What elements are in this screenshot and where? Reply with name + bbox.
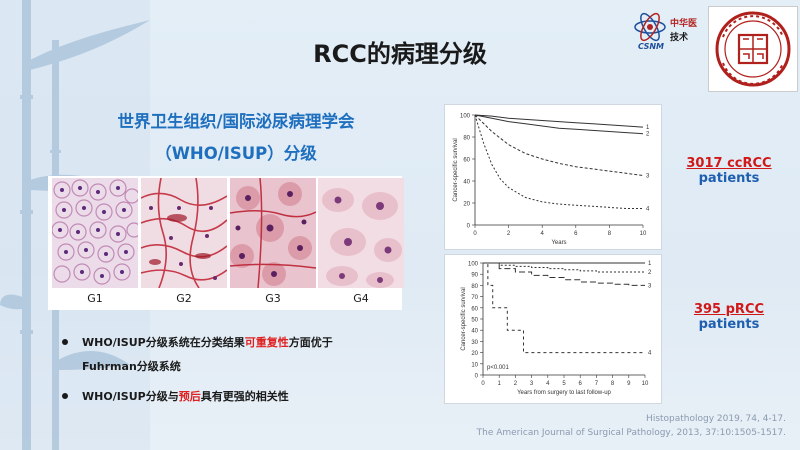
- prcc-patients-label: 395 pRCC patients: [670, 302, 788, 332]
- reference-1: Histopathology 2019, 74, 4-17.: [646, 414, 786, 424]
- y-tick-label: 40: [471, 329, 478, 335]
- series-label: 1: [648, 261, 652, 267]
- y-tick-label: 0: [467, 224, 471, 230]
- atom-icon: [634, 12, 666, 42]
- histology-image-g3: [230, 178, 316, 288]
- bullet-text-post: 具有更强的相关性: [200, 390, 289, 403]
- slide-title: RCC的病理分级: [313, 40, 487, 68]
- y-tick-label: 60: [471, 306, 478, 312]
- series-label: 4: [648, 351, 652, 357]
- series-line-4: [483, 262, 645, 354]
- y-axis-label: Cancer-specific survival: [461, 287, 467, 350]
- prcc-patients-text: patients: [698, 317, 760, 332]
- y-tick-label: 100: [468, 262, 479, 268]
- x-tick-label: 1: [498, 381, 502, 387]
- series-label: 2: [648, 270, 652, 276]
- x-tick-label: 0: [481, 381, 485, 387]
- prcc-survival-chart: 0 10 20 30 40 50 60 70 80 90 100 0 1 2 3 4 5 6 7 8 9 10 Years …: [461, 261, 652, 396]
- y-tick-label: 10: [471, 362, 478, 368]
- series-label: 3: [648, 283, 652, 289]
- grade-label-g3: G3: [265, 292, 281, 305]
- y-tick-label: 70: [471, 295, 478, 301]
- university-seal: [708, 6, 798, 92]
- series-line-3: [483, 262, 645, 286]
- series-label: 4: [646, 207, 650, 213]
- grade-label-g4: G4: [353, 292, 369, 305]
- ccrcc-patients-text: patients: [698, 171, 760, 186]
- x-tick-label: 6: [579, 381, 583, 387]
- ccrcc-survival-chart: 0 20 40 60 80 100 0 2 4 6 8 10 Years Cancer-specific …: [453, 114, 650, 247]
- y-tick-label: 20: [471, 351, 478, 357]
- y-tick-label: 100: [460, 114, 471, 120]
- x-tick-label: 10: [642, 381, 649, 387]
- histology-image-g1: [52, 178, 138, 288]
- csnm-logo: 中华医 技术 CSNM: [632, 12, 700, 54]
- grade-label-g1: G1: [87, 292, 103, 305]
- x-tick-label: 8: [608, 231, 612, 237]
- x-axis-label: Years: [551, 240, 566, 246]
- bullet-highlight: 可重复性: [244, 336, 289, 349]
- series-line-2: [474, 114, 644, 135]
- csnm-acronym: CSNM: [638, 42, 665, 51]
- reference-2: The American Journal of Surgical Patholo…: [476, 428, 786, 438]
- bullet-dot: [62, 393, 68, 399]
- ccrcc-count: 3017 ccRCC: [686, 156, 772, 171]
- y-tick-label: 30: [471, 340, 478, 346]
- y-tick-label: 20: [463, 202, 470, 208]
- series-label: 2: [646, 132, 650, 138]
- p-value-annotation: p<0.001: [487, 365, 510, 371]
- y-tick-label: 80: [463, 136, 470, 142]
- x-tick-label: 4: [546, 381, 550, 387]
- x-tick-label: 3: [530, 381, 534, 387]
- series-line-2: [483, 262, 645, 273]
- x-tick-label: 7: [595, 381, 599, 387]
- bullet-text-pre: WHO/ISUP分级与: [82, 390, 179, 403]
- x-tick-label: 0: [473, 231, 477, 237]
- series-label: 1: [646, 125, 650, 131]
- prcc-survival-chart-frame: 0 10 20 30 40 50 60 70 80 90 100 0 1 2 3 4 5 6 7 8 9 10 Years …: [444, 254, 662, 404]
- y-tick-label: 40: [463, 180, 470, 186]
- x-tick-label: 5: [562, 381, 566, 387]
- y-tick-label: 60: [463, 158, 470, 164]
- series-line-4: [474, 114, 643, 209]
- y-tick-label: 80: [471, 284, 478, 290]
- x-tick-label: 6: [574, 231, 578, 237]
- y-tick-label: 0: [475, 374, 479, 380]
- y-tick-label: 50: [471, 318, 478, 324]
- prcc-count: 395 pRCC: [693, 302, 765, 317]
- bullet-highlight: 预后: [178, 390, 201, 403]
- histology-image-g2: [141, 178, 227, 288]
- histology-image-g4: [318, 178, 404, 288]
- ccrcc-survival-chart-frame: 0 20 40 60 80 100 0 2 4 6 8 10 Years Cancer-specific …: [444, 104, 662, 250]
- who-isup-heading-line1: 世界卫生组织/国际泌尿病理学会: [117, 112, 355, 131]
- x-tick-label: 4: [541, 231, 545, 237]
- bullet-text-post: 方面优于: [288, 336, 333, 349]
- bullet-text-pre: WHO/ISUP分级系统在分类结果: [82, 336, 245, 349]
- grade-label-g2: G2: [176, 292, 192, 305]
- csnm-org-name: 中华医: [670, 19, 698, 29]
- bullet-dot: [62, 339, 68, 345]
- bullet-text-line2: Fuhrman分级系统: [82, 360, 181, 373]
- x-tick-label: 8: [611, 381, 615, 387]
- series-label: 3: [646, 174, 650, 180]
- series-line-1: [474, 114, 644, 128]
- series-line-3: [474, 114, 644, 176]
- ccrcc-patients-label: 3017 ccRCC patients: [670, 156, 788, 186]
- x-tick-label: 2: [507, 231, 511, 237]
- y-tick-label: 90: [471, 273, 478, 279]
- csnm-org-subname: 技术: [670, 33, 689, 43]
- x-tick-label: 10: [640, 231, 647, 237]
- y-axis-label: Cancer-specific survival: [453, 138, 459, 201]
- x-tick-label: 9: [627, 381, 631, 387]
- x-axis-label: Years from surgery to last follow-up: [517, 390, 611, 396]
- who-isup-heading-line2: （WHO/ISUP）分级: [155, 144, 317, 163]
- x-tick-label: 2: [514, 381, 518, 387]
